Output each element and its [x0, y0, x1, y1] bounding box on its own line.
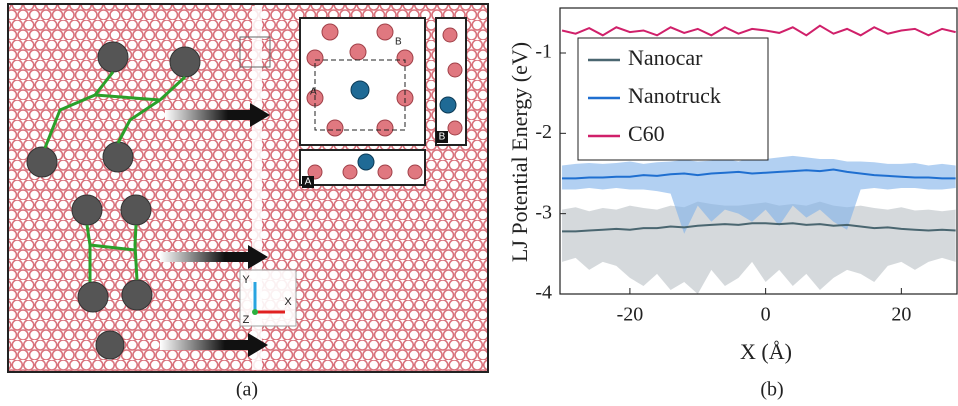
y-tick-label: -2	[535, 121, 552, 143]
figure: A B A B X Y Z (a) (b) LJ Potential Energ…	[0, 0, 958, 406]
panel-a: A B A B X Y Z (a)	[8, 4, 488, 401]
x-tick-label: 20	[891, 304, 911, 326]
inset-label: A	[310, 87, 317, 98]
legend-label: C60	[628, 121, 665, 146]
x-tick-label: 0	[761, 304, 771, 326]
x-tick-label: -20	[617, 304, 644, 326]
axis-letter: Z	[243, 314, 250, 326]
x-axis-label: X (Å)	[740, 339, 792, 364]
legend-label: Nanotruck	[628, 83, 721, 108]
axis-letter: X	[284, 296, 292, 308]
series-line	[562, 26, 956, 36]
caption: (a)	[236, 379, 258, 401]
caption: (b)	[760, 379, 783, 401]
inset-tag: B	[439, 132, 446, 143]
inset-label: B	[395, 37, 402, 48]
inset-tag: A	[305, 177, 312, 188]
legend-label: Nanocar	[628, 45, 703, 70]
axis-letter: Y	[242, 274, 250, 286]
y-tick-label: -3	[535, 201, 552, 223]
y-tick-label: -1	[535, 41, 552, 63]
y-axis-label: LJ Potential Energy (eV)	[507, 42, 532, 262]
y-tick-label: -4	[535, 282, 552, 304]
